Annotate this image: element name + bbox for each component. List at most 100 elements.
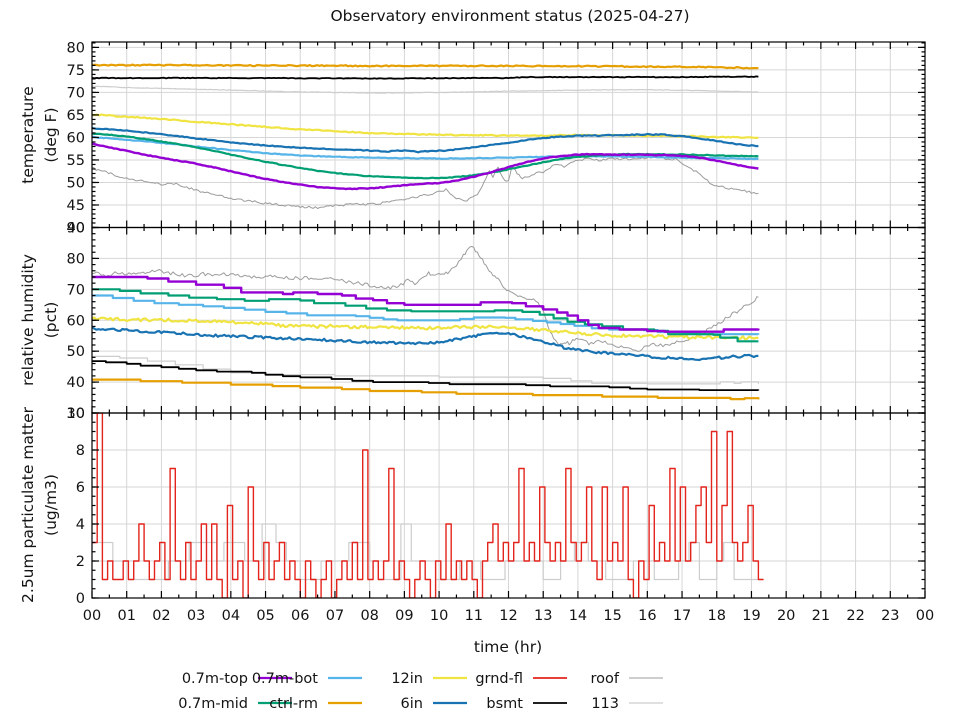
svg-text:00: 00 xyxy=(83,608,101,624)
svg-text:16: 16 xyxy=(638,608,656,624)
series-bsmt-humidity xyxy=(92,360,760,391)
svg-text:04: 04 xyxy=(222,608,240,624)
legend-label-grnd-fl: grnd-fl xyxy=(475,671,523,687)
svg-text:70: 70 xyxy=(67,85,85,101)
svg-text:45: 45 xyxy=(67,198,85,214)
legend-label-6in: 6in xyxy=(401,696,423,712)
pm25-series xyxy=(92,413,764,598)
series-roof-humidity xyxy=(92,246,759,352)
svg-text:50: 50 xyxy=(67,344,85,360)
svg-text:40: 40 xyxy=(67,375,85,391)
legend-label-0-7m-mid: 0.7m-mid xyxy=(178,696,248,712)
svg-text:07: 07 xyxy=(326,608,344,624)
legend-item-roof: roof xyxy=(591,671,663,687)
svg-text:05: 05 xyxy=(256,608,274,624)
y-axis-unit-humidity: (pct) xyxy=(42,302,60,339)
svg-text:60: 60 xyxy=(67,313,85,329)
svg-text:11: 11 xyxy=(465,608,483,624)
legend-label-12in: 12in xyxy=(391,671,423,687)
svg-text:80: 80 xyxy=(67,40,85,56)
svg-text:50: 50 xyxy=(67,175,85,191)
svg-text:0: 0 xyxy=(76,591,85,607)
pm25-ticks xyxy=(91,412,926,599)
svg-text:01: 01 xyxy=(117,608,135,624)
svg-text:80: 80 xyxy=(67,251,85,267)
series-bsmt-temperature xyxy=(92,75,759,80)
legend-item-12in: 12in xyxy=(391,671,467,687)
legend-item-0-7m-bot: 0.7m-bot xyxy=(252,671,362,687)
legend-item-0-7m-mid: 0.7m-mid xyxy=(178,696,292,712)
series-ctrl-rm-humidity xyxy=(92,378,760,401)
series-ctrl-rm-temperature xyxy=(92,63,759,70)
series-0-7m-top-humidity xyxy=(92,275,760,333)
series-0-7m-top-temperature xyxy=(92,142,759,191)
legend-item-ctrl-rm: ctrl-rm xyxy=(269,696,362,712)
svg-text:08: 08 xyxy=(360,608,378,624)
svg-text:55: 55 xyxy=(67,153,85,169)
svg-text:6: 6 xyxy=(76,480,85,496)
legend-item-bsmt: bsmt xyxy=(486,696,567,712)
legend-item-113: 113 xyxy=(591,696,663,712)
humidity-series xyxy=(92,246,760,401)
svg-text:03: 03 xyxy=(187,608,205,624)
chart-generated-content: 4045505560657075803040506070809002468100… xyxy=(67,40,935,712)
svg-text:40: 40 xyxy=(67,221,85,237)
series-6in-humidity xyxy=(92,326,759,362)
series-0-7m-mid-humidity xyxy=(92,288,759,343)
y-axis-label-temperature: temperature xyxy=(19,86,37,183)
svg-text:09: 09 xyxy=(395,608,413,624)
svg-text:21: 21 xyxy=(812,608,830,624)
legend-item-6in: 6in xyxy=(401,696,467,712)
svg-text:15: 15 xyxy=(603,608,621,624)
y-axis-label-humidity: relative humidity xyxy=(19,254,37,386)
legend-label-0-7m-top: 0.7m-top xyxy=(182,671,248,687)
series-12in-temperature xyxy=(92,113,759,139)
svg-text:12: 12 xyxy=(499,608,517,624)
chart-title: Observatory environment status (2025-04-… xyxy=(330,7,689,25)
xtick-labels: 00 01 02 03 04 05 06 07 08 09 10 11 12 13 14 15 16 17 18 19… xyxy=(83,608,934,624)
svg-text:10: 10 xyxy=(67,406,85,422)
legend-item-0-7m-top: 0.7m-top xyxy=(182,671,292,687)
series-roof-temperature xyxy=(92,155,759,209)
series-grnd-fl-pm25 xyxy=(92,413,764,598)
legend-label-roof: roof xyxy=(591,671,620,687)
y-axis-unit-temperature: (deg F) xyxy=(42,107,60,162)
series-0-7m-bot-temperature xyxy=(92,135,759,161)
svg-text:00: 00 xyxy=(916,608,934,624)
series-113-humidity xyxy=(92,355,759,385)
y-axis-unit-pm25: (ug/m3) xyxy=(42,474,60,536)
svg-text:8: 8 xyxy=(76,443,85,459)
legend-item-grnd-fl: grnd-fl xyxy=(475,671,567,687)
svg-text:30: 30 xyxy=(67,406,85,422)
panel-humidity: 30 40 50 60 70 80 90 xyxy=(67,221,926,422)
series-0-7m-bot-humidity xyxy=(92,294,760,336)
y-axis-label-pm25: 2.5um particulate matter xyxy=(19,406,37,603)
legend-label-113: 113 xyxy=(591,696,619,712)
svg-text:20: 20 xyxy=(777,608,795,624)
x-axis-label: time (hr) xyxy=(474,638,542,656)
series-6in-temperature xyxy=(92,126,759,154)
svg-text:19: 19 xyxy=(742,608,760,624)
series-113-temperature xyxy=(92,85,759,94)
svg-text:60: 60 xyxy=(67,130,85,146)
svg-text:23: 23 xyxy=(881,608,899,624)
svg-text:18: 18 xyxy=(708,608,726,624)
panel-temperature: 40 45 50 55 60 65 70 75 80 xyxy=(67,40,926,237)
svg-text:13: 13 xyxy=(534,608,552,624)
humidity-gridlines xyxy=(92,227,925,413)
legend-label-0-7m-bot: 0.7m-bot xyxy=(252,671,318,687)
svg-text:06: 06 xyxy=(291,608,309,624)
temperature-ytick-labels: 40 45 50 55 60 65 70 75 80 xyxy=(67,40,85,236)
svg-text:90: 90 xyxy=(67,221,85,237)
svg-text:75: 75 xyxy=(67,63,85,79)
svg-text:14: 14 xyxy=(569,608,587,624)
temperature-series xyxy=(92,63,759,209)
svg-text:70: 70 xyxy=(67,282,85,298)
pm25-ytick-labels: 0 2 4 6 8 10 xyxy=(67,406,85,607)
svg-text:65: 65 xyxy=(67,108,85,124)
svg-text:17: 17 xyxy=(673,608,691,624)
legend-label-ctrl-rm: ctrl-rm xyxy=(269,696,318,712)
svg-text:02: 02 xyxy=(152,608,170,624)
